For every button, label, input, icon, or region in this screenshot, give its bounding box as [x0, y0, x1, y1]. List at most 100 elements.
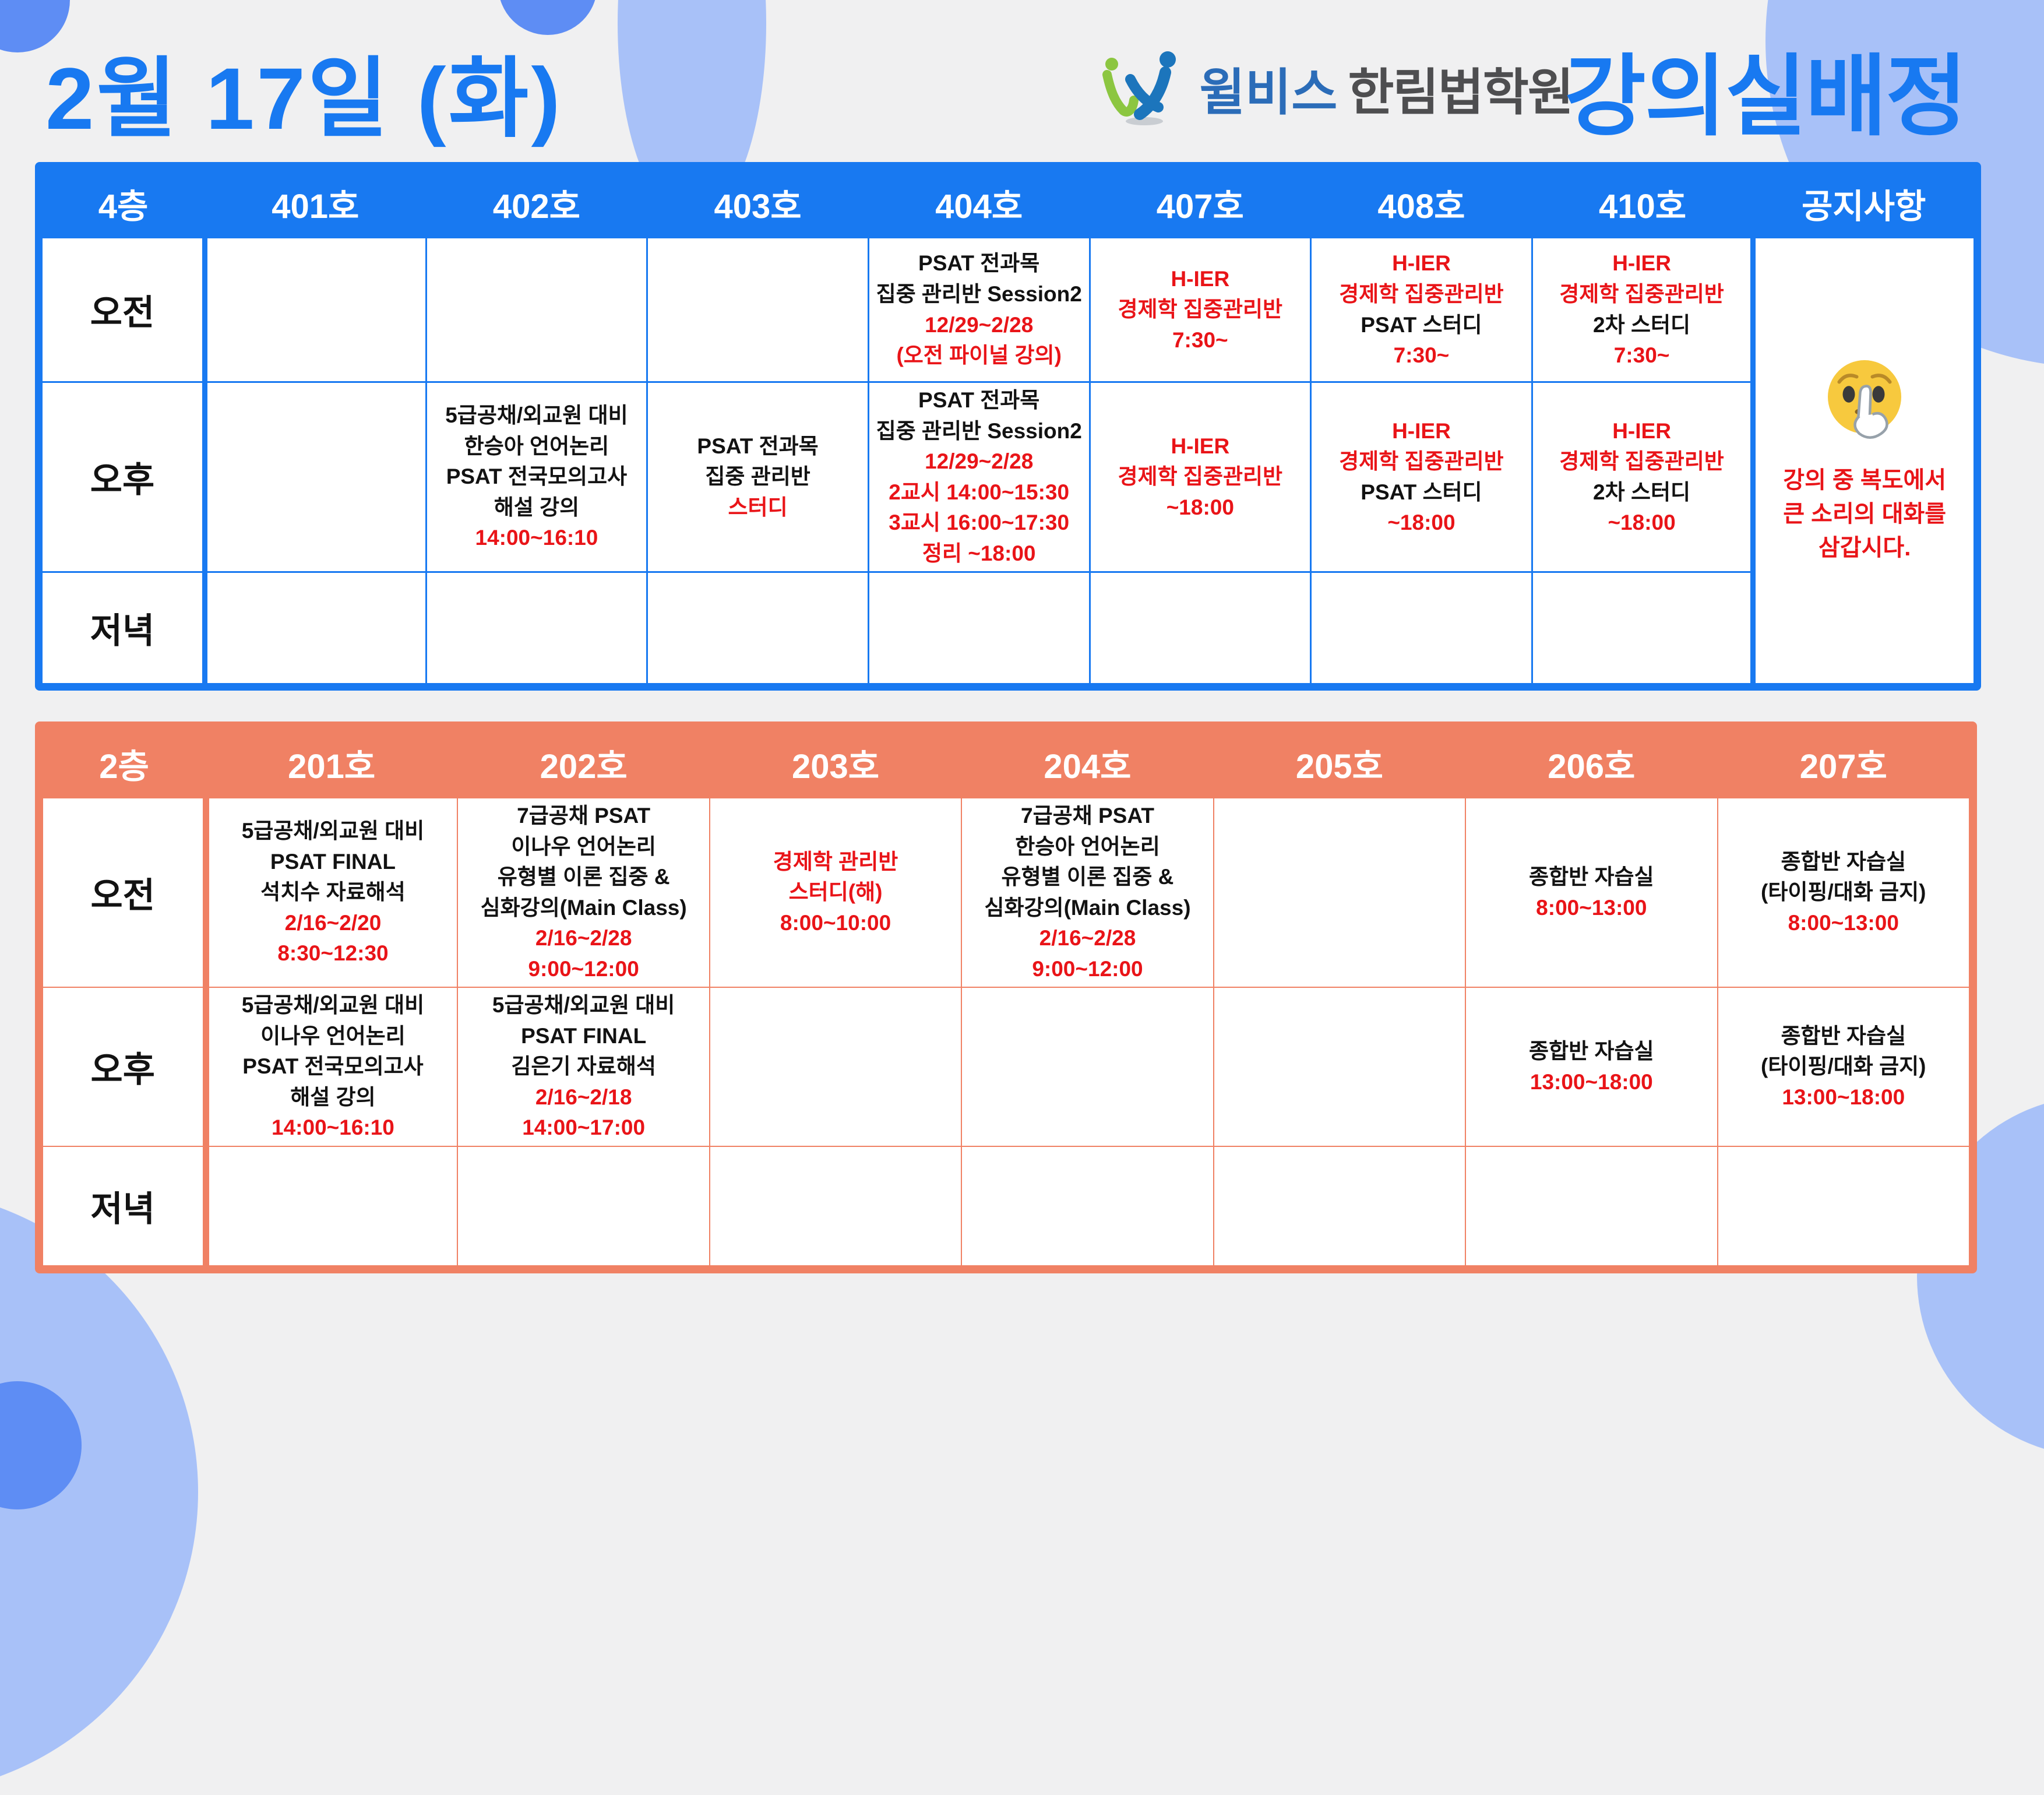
schedule-line: 종합반 자습실: [1781, 1023, 1906, 1048]
cell-4f-410-pm: H-IER 경제학 집중관리반 2차 스터디 ~18:00: [1531, 381, 1754, 573]
schedule-line: 심화강의(Main Class): [984, 895, 1191, 920]
schedule-line: 집중 관리반: [705, 464, 810, 489]
shushing-face-icon: [1828, 360, 1902, 439]
column-header-402: 402호: [425, 168, 649, 238]
schedule-line: H-IER: [1171, 434, 1230, 458]
column-header-408: 408호: [1310, 168, 1533, 238]
schedule-line: 스터디(해): [788, 880, 883, 904]
cell-4f-402-eve: [425, 571, 649, 685]
cell-4f-401-am: [204, 237, 427, 383]
schedule-line: 2차 스터디: [1593, 480, 1691, 504]
schedule-line: PSAT 전과목: [918, 388, 1040, 412]
notice-line: 삼갑시다.: [1819, 535, 1911, 561]
schedule-line: 해설 강의: [290, 1085, 376, 1109]
schedule-line: 유형별 이론 집중 &: [497, 865, 670, 889]
schedule-line: 해설 강의: [494, 495, 580, 519]
schedule-line: 9:00~12:00: [528, 956, 639, 981]
row-label-eve-2f: 저녁: [42, 1145, 209, 1266]
schedule-line: (타이핑/대화 금지): [1761, 880, 1926, 904]
schedule-line: PSAT 스터디: [1361, 312, 1482, 337]
schedule-line: 스터디: [728, 495, 788, 519]
schedule-line: 12/29~2/28: [925, 449, 1034, 474]
cell-2f-207-pm: 종합반 자습실 (타이핑/대화 금지) 13:00~18:00: [1717, 987, 1970, 1147]
schedule-line: PSAT FINAL: [521, 1023, 647, 1048]
schedule-line: 한승아 언어논리: [1015, 834, 1160, 858]
schedule-line: 2차 스터디: [1593, 312, 1691, 337]
schedule-line: PSAT 전과목: [697, 434, 819, 458]
cell-2f-204-eve: [961, 1145, 1214, 1266]
schedule-line: 3교시 16:00~17:30: [889, 511, 1070, 535]
brand-name-secondary: 한림법학원: [1348, 64, 1574, 121]
cell-4f-403-am: [646, 237, 869, 383]
cell-4f-404-am: PSAT 전과목 집중 관리반 Session2 12/29~2/28 (오전 파이널…: [867, 237, 1091, 383]
schedule-line: 13:00~18:00: [1530, 1069, 1653, 1094]
column-header-206: 206호: [1465, 728, 1718, 798]
brand-logo: 윌비스 한림법학원: [1095, 49, 1574, 126]
schedule-line: ~18:00: [1608, 511, 1676, 535]
schedule-line: 2/16~2/20: [284, 910, 382, 935]
schedule-line: 7급공채 PSAT: [517, 804, 651, 828]
schedule-line: 심화강의(Main Class): [480, 895, 687, 920]
schedule-line: 경제학 집중관리반: [1559, 449, 1724, 474]
brand-name-primary: 윌비스: [1199, 64, 1338, 121]
schedule-line: 2교시 14:00~15:30: [889, 480, 1070, 504]
cell-4f-402-pm: 5급공채/외교원 대비 한승아 언어논리 PSAT 전국모의고사 해설 강의 14:00…: [425, 381, 649, 573]
cell-4f-401-eve: [204, 571, 427, 685]
schedule-line: 집중 관리반 Session2: [876, 418, 1082, 443]
schedule-line: 2/16~2/18: [535, 1085, 632, 1109]
notice-cell: 강의 중 복도에서 큰 소리의 대화를 삼갑시다.: [1750, 237, 1975, 685]
cell-2f-201-am: 5급공채/외교원 대비 PSAT FINAL 석치수 자료해석 2/16~2/20 8:…: [205, 797, 459, 988]
schedule-line: 8:30~12:30: [277, 941, 389, 966]
cell-2f-206-pm: 종합반 자습실 13:00~18:00: [1465, 987, 1718, 1147]
cell-2f-201-pm: 5급공채/외교원 대비 이나우 언어논리 PSAT 전국모의고사 해설 강의 14:00…: [205, 987, 459, 1147]
schedule-line: 유형별 이론 집중 &: [1001, 865, 1174, 889]
schedule-line: 종합반 자습실: [1529, 1039, 1654, 1063]
schedule-line: 경제학 관리반: [773, 849, 898, 874]
cell-2f-205-am: [1213, 797, 1467, 988]
column-header-204: 204호: [961, 728, 1214, 798]
cell-4f-404-eve: [867, 571, 1091, 685]
schedule-line: 5급공채/외교원 대비: [492, 993, 675, 1018]
row-label-pm-2f: 오후: [42, 987, 209, 1147]
schedule-line: 7급공채 PSAT: [1021, 804, 1154, 828]
cell-2f-206-eve: [1465, 1145, 1718, 1266]
schedule-line: 정리 ~18:00: [922, 541, 1036, 565]
cell-2f-207-am: 종합반 자습실 (타이핑/대화 금지) 8:00~13:00: [1717, 797, 1970, 988]
floor2-schedule-table: 2층 201호 202호 203호 204호 205호 206호 207호 오전 5급공채/외교원…: [35, 721, 1977, 1273]
row-label-am-4f: 오전: [41, 237, 207, 383]
schedule-line: 한승아 언어논리: [464, 434, 609, 458]
schedule-line: PSAT 전과목: [918, 251, 1040, 276]
floor4-schedule-table: 4층 401호 402호 403호 404호 407호 408호 410호 공지사항 오전 PSAT…: [35, 162, 1981, 691]
schedule-line: 경제학 집중관리반: [1339, 449, 1504, 474]
schedule-line: 5급공채/외교원 대비: [241, 993, 425, 1018]
schedule-line: ~18:00: [1166, 495, 1234, 519]
schedule-line: 경제학 집중관리반: [1559, 281, 1724, 306]
cell-2f-207-eve: [1717, 1145, 1970, 1266]
schedule-line: 8:00~13:00: [1536, 895, 1647, 920]
row-label-eve-4f: 저녁: [41, 571, 207, 685]
schedule-line: 5급공채/외교원 대비: [241, 819, 425, 843]
schedule-line: 이나우 언어논리: [511, 834, 656, 858]
schedule-line: 종합반 자습실: [1781, 849, 1906, 874]
cell-4f-403-eve: [646, 571, 869, 685]
schedule-line: H-IER: [1612, 418, 1671, 443]
column-header-401: 401호: [204, 168, 427, 238]
cell-4f-408-eve: [1310, 571, 1533, 685]
schedule-line: 14:00~17:00: [522, 1115, 646, 1140]
column-header-205: 205호: [1213, 728, 1467, 798]
column-header-207: 207호: [1717, 728, 1970, 798]
schedule-line: 집중 관리반 Session2: [876, 281, 1082, 306]
cell-4f-402-am: [425, 237, 649, 383]
schedule-line: 종합반 자습실: [1529, 865, 1654, 889]
schedule-line: PSAT FINAL: [270, 849, 396, 874]
cell-2f-206-am: 종합반 자습실 8:00~13:00: [1465, 797, 1718, 988]
schedule-line: H-IER: [1392, 251, 1451, 276]
row-label-pm-4f: 오후: [41, 381, 207, 573]
cell-2f-203-pm: [709, 987, 963, 1147]
notice-line: 큰 소리의 대화를: [1783, 501, 1947, 527]
column-header-404: 404호: [867, 168, 1091, 238]
